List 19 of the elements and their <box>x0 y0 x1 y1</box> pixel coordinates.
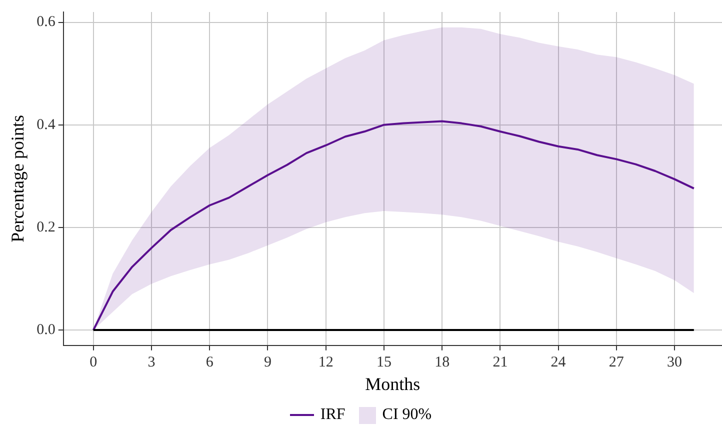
y-tick-label: 0.6 <box>36 14 56 30</box>
x-tick-label: 9 <box>264 354 272 370</box>
x-tick-label: 15 <box>376 354 392 370</box>
y-tick-label: 0.2 <box>36 219 56 236</box>
x-axis-title: Months <box>365 374 420 394</box>
y-axis-title: Percentage points <box>8 114 28 242</box>
x-tick-label: 21 <box>492 354 508 370</box>
y-tick-label: 0.0 <box>36 322 56 338</box>
x-tick-label: 24 <box>550 354 566 370</box>
x-tick-label: 3 <box>148 354 156 370</box>
text: CI 90% <box>382 406 432 424</box>
legend-label: IRF <box>320 406 346 424</box>
x-tick-label: 12 <box>318 354 334 370</box>
x-tick-label: 27 <box>608 354 624 370</box>
y-tick-label: 0.4 <box>36 116 56 133</box>
x-tick-label: 0 <box>90 354 98 370</box>
x-tick-label: 6 <box>206 354 214 370</box>
x-tick-label: 30 <box>667 354 682 370</box>
x-tick-label: 18 <box>434 354 450 370</box>
